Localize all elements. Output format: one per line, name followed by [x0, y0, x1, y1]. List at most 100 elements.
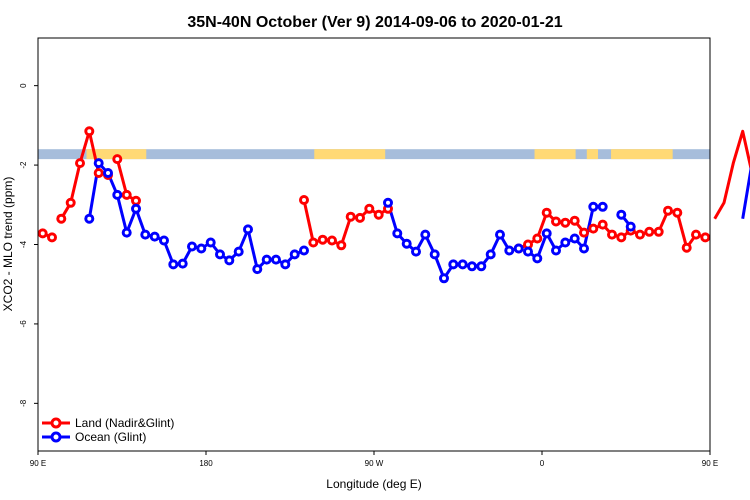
x-tick-label: 90 E	[702, 459, 718, 468]
ocean-point	[84, 213, 95, 224]
land-point	[345, 211, 356, 222]
ocean-point	[299, 245, 309, 256]
land-point	[551, 216, 561, 227]
land-point	[607, 229, 617, 240]
legend: Land (Nadir&Glint) Ocean (Glint)	[42, 416, 174, 444]
ocean-point	[588, 201, 599, 212]
ocean-point	[467, 261, 477, 272]
y-tick-label: -8	[19, 399, 28, 407]
ocean-point	[392, 228, 403, 239]
ocean-point	[261, 254, 272, 265]
land-point	[588, 223, 599, 234]
ocean-point	[280, 259, 291, 270]
land-point	[569, 215, 580, 226]
ocean-series-line-4	[741, 165, 750, 219]
series-layer	[37, 126, 750, 284]
land-point	[93, 168, 104, 178]
ocean-point	[523, 246, 533, 257]
land-point	[653, 226, 664, 237]
ocean-point	[569, 233, 580, 244]
y-axis-ticks: 0 -2 -4 -6 -8	[19, 83, 38, 407]
ocean-point	[168, 259, 179, 270]
land-ocean-mask-band	[38, 149, 710, 160]
land-point	[672, 207, 683, 218]
land-point	[597, 219, 608, 230]
ocean-point	[121, 227, 132, 238]
ocean-point	[513, 243, 524, 254]
ocean-point	[560, 237, 571, 248]
ocean-point	[271, 254, 281, 265]
land-point	[317, 234, 328, 245]
x-tick-label: 180	[199, 459, 213, 468]
x-axis-ticks: 90 E 180 90 W 0 90 E	[30, 451, 718, 468]
land-point	[700, 232, 711, 243]
ocean-point	[495, 229, 505, 240]
land-mask-segment-2	[534, 149, 576, 160]
ocean-point	[93, 158, 104, 169]
ocean-point	[541, 228, 552, 239]
y-axis-label: XCO2 - MLO trend (ppm)	[1, 177, 15, 312]
land-point	[308, 237, 319, 248]
x-tick-label: 90 E	[30, 459, 46, 468]
y-tick-label: -4	[19, 240, 28, 248]
y-tick-label: -6	[19, 320, 28, 328]
ocean-point	[103, 168, 113, 178]
x-tick-label: 0	[540, 459, 545, 468]
ocean-point	[112, 189, 123, 200]
land-point	[681, 242, 692, 253]
land-point	[37, 228, 48, 239]
land-mask-segment-1	[314, 149, 386, 160]
ocean-point	[401, 238, 412, 249]
land-point	[56, 213, 67, 224]
ocean-point	[448, 259, 459, 270]
legend-ocean-swatch-marker	[50, 431, 62, 443]
ocean-point	[476, 261, 487, 272]
x-axis-label: Longitude (deg E)	[326, 477, 421, 491]
land-point	[579, 227, 589, 238]
ocean-point	[131, 203, 141, 214]
ocean-point	[177, 258, 188, 269]
land-point	[532, 233, 543, 244]
legend-land-label: Land (Nadir&Glint)	[75, 416, 174, 430]
ocean-point	[439, 273, 449, 284]
ocean-point	[625, 221, 636, 232]
land-mask-segment-3	[586, 149, 598, 160]
land-point	[635, 229, 645, 240]
ocean-point	[243, 224, 253, 235]
land-point	[121, 189, 132, 200]
ocean-point	[429, 249, 440, 260]
ocean-point	[485, 249, 496, 260]
ocean-point	[420, 229, 431, 240]
ocean-point	[579, 243, 589, 254]
land-series-line-3	[302, 199, 389, 247]
land-point	[364, 203, 375, 214]
ocean-point	[205, 237, 216, 248]
land-point	[65, 197, 76, 208]
ocean-point	[532, 253, 543, 264]
ocean-point	[597, 201, 608, 212]
plot-frame	[37, 37, 711, 452]
land-point	[327, 235, 337, 246]
land-point	[560, 217, 571, 228]
legend-land-swatch-marker	[50, 417, 62, 429]
ocean-point	[159, 235, 169, 246]
ocean-point	[411, 246, 421, 257]
ocean-point	[252, 264, 263, 275]
land-point	[112, 154, 123, 165]
ocean-point	[504, 245, 515, 256]
ocean-point	[383, 197, 393, 208]
legend-ocean-label: Ocean (Glint)	[75, 430, 146, 444]
land-series-line-5	[713, 129, 750, 220]
ocean-point	[616, 209, 627, 220]
land-point	[355, 212, 365, 223]
land-point	[373, 209, 384, 220]
land-point	[84, 126, 95, 137]
land-point	[541, 207, 552, 218]
ocean-point	[140, 229, 151, 240]
land-point	[47, 232, 57, 243]
ocean-point	[233, 246, 244, 257]
y-tick-label: -2	[19, 161, 28, 169]
ocean-point	[224, 255, 235, 266]
chart-title: 35N-40N October (Ver 9) 2014-09-06 to 20…	[187, 14, 562, 31]
